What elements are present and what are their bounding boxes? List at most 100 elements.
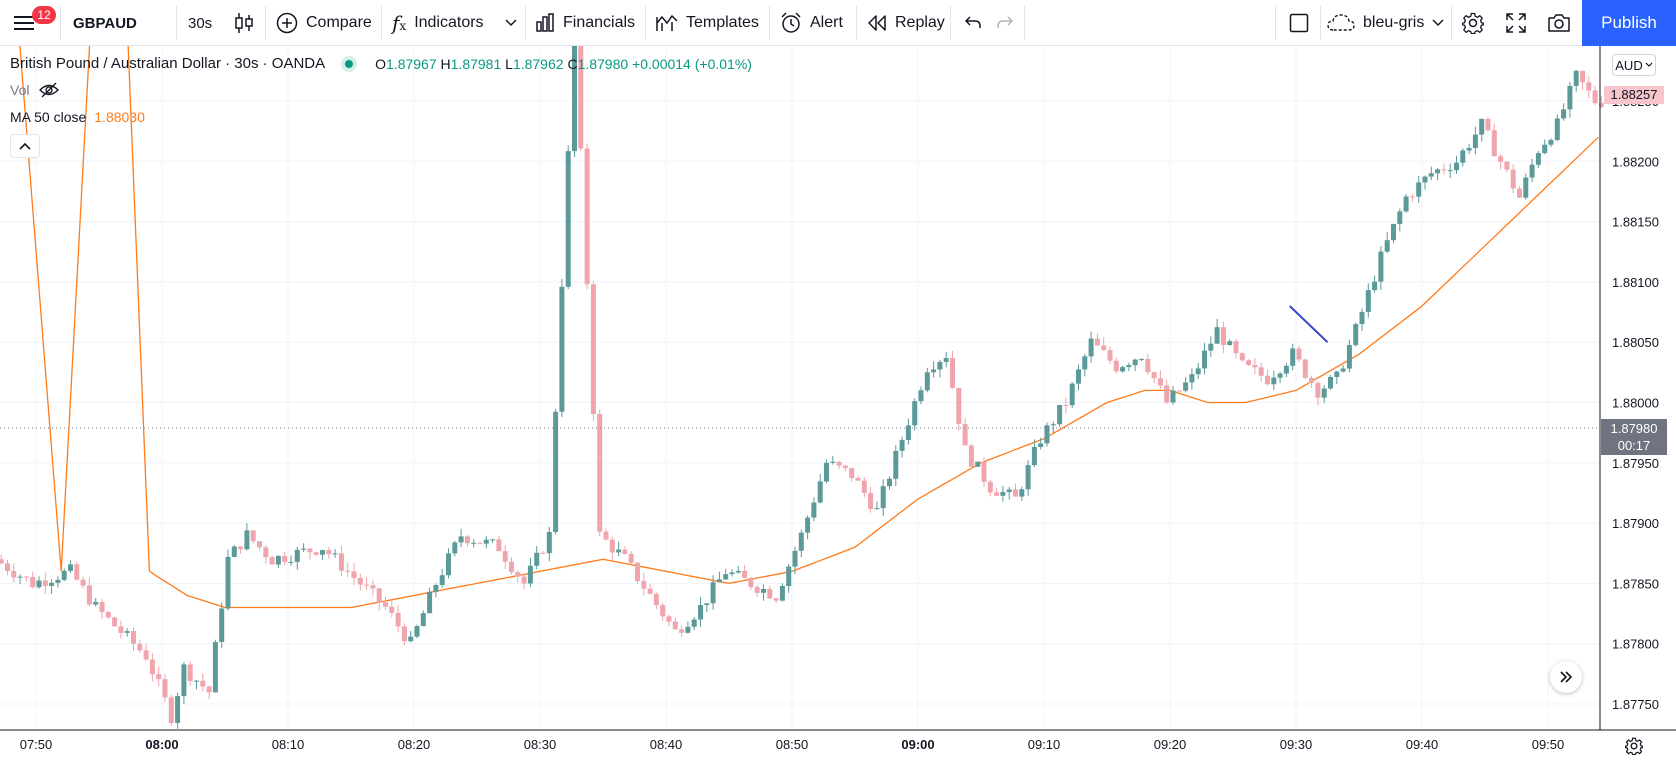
- collapse-legend-button[interactable]: [10, 134, 40, 158]
- gear-icon: [1624, 737, 1644, 756]
- candle-body: [162, 679, 168, 698]
- candle-body: [225, 556, 231, 609]
- publish-button[interactable]: Publish: [1582, 0, 1676, 46]
- candle-body: [565, 151, 571, 287]
- price-axis-ticks: 1.87750 1.87800 1.87850 1.87900 1.87950 1.880…: [1612, 94, 1659, 712]
- candle-body: [212, 641, 218, 693]
- candle-body: [527, 565, 533, 584]
- candle-body: [1183, 382, 1189, 391]
- templates-icon: [656, 14, 678, 31]
- main-menu-button[interactable]: [12, 0, 52, 46]
- candle-body: [1409, 196, 1415, 198]
- candle-body: [994, 492, 1000, 496]
- candle-body: [1000, 492, 1006, 496]
- candle-body: [219, 608, 225, 642]
- candle-body: [691, 619, 697, 627]
- replay-button[interactable]: Replay: [867, 0, 945, 46]
- price-tick-label: 1.88150: [1612, 215, 1659, 230]
- candle-body: [477, 542, 483, 544]
- market-status-dot: [341, 55, 358, 72]
- symbol-title[interactable]: British Pound / Australian Dollar · 30s …: [10, 55, 326, 72]
- ohlc-values: O1.87967 H1.87981 L1.87962 C1.87980 +0.0…: [375, 55, 752, 72]
- compare-button[interactable]: Compare: [276, 0, 372, 46]
- templates-label: Templates: [686, 14, 759, 31]
- candle-body: [1050, 424, 1056, 426]
- undo-button[interactable]: [964, 0, 982, 46]
- candle-body: [1189, 374, 1195, 383]
- candle-body: [698, 605, 703, 620]
- chevron-up-icon: [19, 142, 31, 150]
- candle-body: [326, 550, 332, 555]
- candle-body: [679, 629, 685, 633]
- candle-body: [1498, 156, 1504, 162]
- candle-body: [975, 461, 981, 467]
- undo-icon: [964, 16, 981, 28]
- currency-label: AUD: [1615, 57, 1643, 73]
- time-tick-label: 09:30: [1280, 737, 1313, 752]
- chart-grid: [0, 46, 1600, 730]
- candle-body: [17, 576, 23, 578]
- candle-body: [1220, 327, 1226, 346]
- fullscreen-button[interactable]: [1506, 0, 1526, 46]
- candle-body: [351, 571, 357, 578]
- candle-body: [282, 555, 288, 562]
- candle-body: [1372, 281, 1378, 291]
- candle-body: [1271, 377, 1277, 385]
- candle-body: [704, 603, 710, 606]
- fullscreen-layout-button[interactable]: [1289, 0, 1309, 46]
- candle-body: [446, 553, 451, 576]
- candle-body: [307, 548, 313, 553]
- financials-button[interactable]: Financials: [535, 0, 635, 46]
- candle-body: [36, 580, 42, 588]
- candle-body: [1214, 327, 1220, 344]
- candle-body: [572, 46, 577, 152]
- templates-button[interactable]: Templates: [656, 0, 759, 46]
- settings-button[interactable]: [1462, 0, 1484, 46]
- axis-settings-button[interactable]: [1624, 737, 1644, 760]
- time-tick-label: 09:10: [1028, 737, 1061, 752]
- candle-body: [578, 46, 584, 149]
- candle-body: [483, 539, 489, 544]
- time-tick-label: 07:50: [20, 737, 53, 752]
- indicators-button[interactable]: fx Indicators: [392, 0, 484, 46]
- gear-icon: [1462, 12, 1484, 34]
- alert-button[interactable]: Alert: [780, 0, 843, 46]
- candle-body: [716, 579, 722, 583]
- candle-body: [502, 551, 508, 562]
- indicators-dropdown[interactable]: [505, 0, 517, 46]
- candle-body: [685, 626, 691, 633]
- candle-body: [175, 696, 181, 723]
- candle-body: [887, 478, 892, 487]
- candles: [0, 46, 1604, 729]
- candle-body: [1561, 109, 1567, 119]
- candle-body: [1290, 348, 1296, 366]
- indicators-label: Indicators: [414, 14, 484, 31]
- volume-label[interactable]: Vol: [10, 82, 30, 98]
- candle-body: [23, 576, 29, 578]
- candle-body: [383, 602, 388, 607]
- candles-icon: [235, 13, 253, 33]
- candle-body: [1447, 170, 1453, 172]
- redo-button[interactable]: [996, 0, 1014, 46]
- scroll-to-realtime-button[interactable]: [1550, 661, 1582, 693]
- candle-body: [905, 425, 911, 440]
- layout-dropdown[interactable]: [1432, 0, 1444, 46]
- price-chart[interactable]: 1.87750 1.87800 1.87850 1.87900 1.87950 1.880…: [0, 46, 1676, 763]
- currency-select[interactable]: AUD: [1612, 54, 1656, 76]
- time-tick-label: 08:40: [650, 737, 683, 752]
- symbol-search-button[interactable]: GBPAUD: [73, 14, 137, 32]
- layout-save-button[interactable]: bleu-gris: [1327, 0, 1424, 46]
- candle-body: [1592, 90, 1598, 104]
- chart-type-button[interactable]: [234, 0, 254, 46]
- interval-button[interactable]: 30s: [188, 14, 213, 32]
- user-drawings: [1289, 305, 1329, 343]
- candle-body: [1139, 358, 1144, 360]
- ma-label[interactable]: MA 50 close: [10, 109, 87, 125]
- eye-crossed-icon[interactable]: [39, 82, 60, 98]
- candle-body: [338, 553, 344, 571]
- candle-body: [1107, 350, 1113, 361]
- candle-body: [1006, 489, 1012, 493]
- rewind-icon: [868, 15, 886, 31]
- candle-body: [30, 577, 36, 588]
- snapshot-button[interactable]: [1547, 0, 1571, 46]
